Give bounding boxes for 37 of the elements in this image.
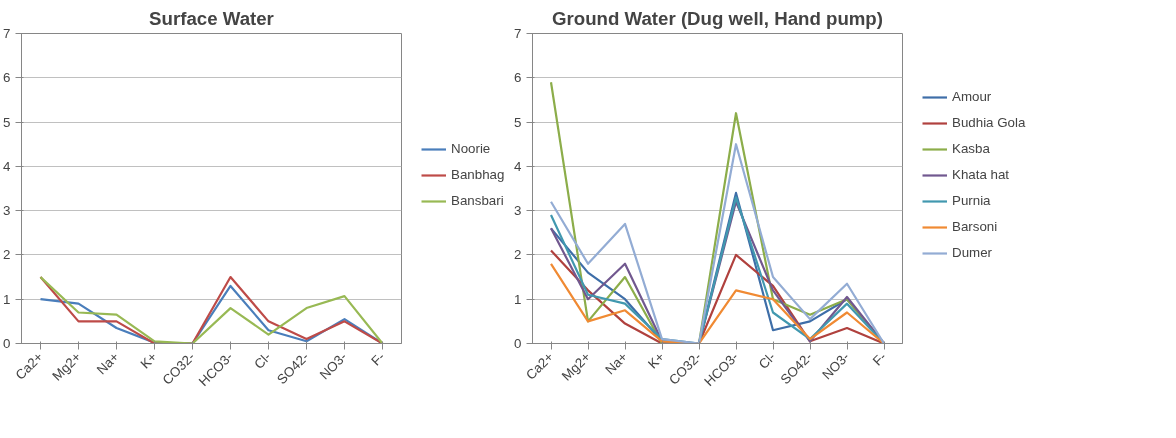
legend-label: Barsoni [952, 219, 998, 234]
x-tick-label: Cl- [251, 349, 274, 372]
legend-label: Noorie [451, 141, 491, 156]
legend-label: Amour [952, 89, 992, 104]
y-tick-label: 4 [3, 158, 12, 174]
y-tick-label: 2 [3, 247, 11, 263]
y-tick-label: 6 [3, 70, 11, 86]
y-tick-label: 0 [3, 336, 11, 351]
y-tick-label: 4 [514, 158, 523, 174]
chart-title: Surface Water [149, 7, 274, 29]
x-tick-label: F- [368, 349, 388, 369]
legend-label: Khata hat [952, 167, 1010, 182]
y-tick-label: 2 [514, 247, 522, 263]
legend-label: Budhia Gola [952, 115, 1026, 130]
x-tick-label: K+ [137, 349, 160, 372]
y-tick-label: 3 [514, 203, 522, 219]
legend-label: Kasba [952, 141, 990, 156]
line-series [549, 143, 886, 344]
y-tick-label: 5 [3, 114, 11, 130]
y-tick-label: 1 [3, 291, 11, 307]
y-tick-label: 5 [514, 114, 522, 130]
x-tick-label: Na+ [93, 349, 122, 378]
x-tick-label: F- [869, 349, 890, 369]
x-tick-label: K+ [644, 349, 668, 372]
legend-label: Bansbari [451, 193, 504, 208]
legend-label: Dumer [952, 245, 992, 260]
y-tick-label: 7 [514, 26, 522, 41]
y-tick-label: 3 [3, 203, 11, 219]
y-tick-label: 1 [514, 291, 522, 307]
legend-label: Purnia [952, 193, 991, 208]
chart-title: Ground Water (Dug well, Hand pump) [552, 7, 883, 29]
x-tick-label: Cl- [755, 349, 779, 372]
legend-label: Banbhag [451, 167, 505, 182]
y-tick-label: 6 [514, 70, 522, 86]
y-tick-label: 0 [514, 336, 522, 351]
y-tick-label: 7 [3, 26, 11, 41]
x-tick-label: Na+ [602, 349, 631, 378]
